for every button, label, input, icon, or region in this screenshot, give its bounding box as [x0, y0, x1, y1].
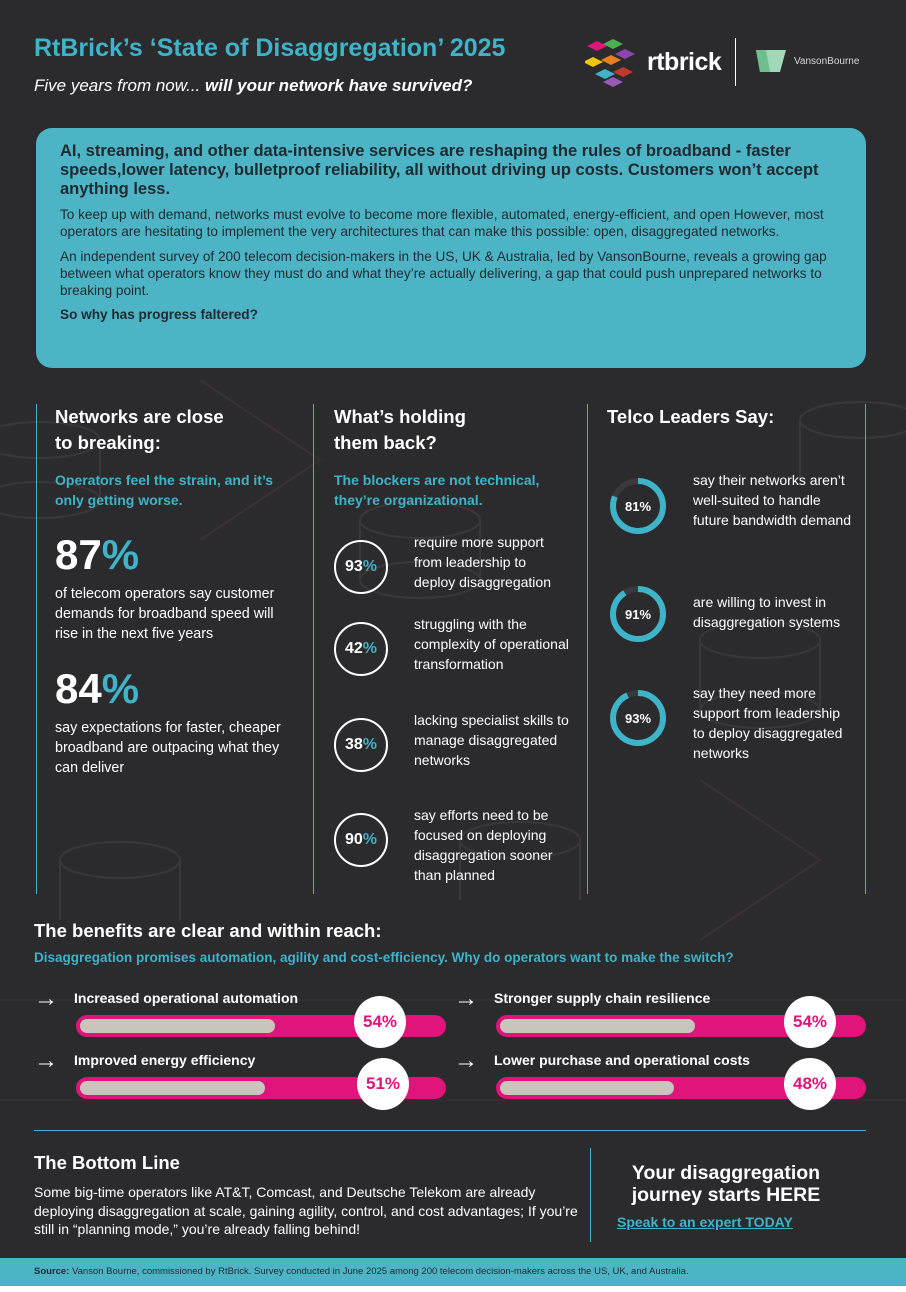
bottom-line-text: Some big-time operators like AT&T, Comca…: [34, 1184, 578, 1237]
blocker-percent: %: [362, 640, 378, 657]
col1-rule: [36, 404, 37, 894]
arrow-right-icon: →: [454, 1047, 478, 1074]
blocker-percent: %: [362, 831, 378, 848]
col1-heading-line1: Networks are close: [55, 406, 224, 427]
rtbrick-logo-text: rtbrick: [647, 47, 722, 76]
blocker-percent: %: [362, 736, 378, 753]
benefit-bar-fill: [500, 1019, 695, 1033]
blocker-text: say efforts need to be focused on deploy…: [414, 807, 553, 883]
blocker-text: struggling with the complexity of operat…: [414, 616, 569, 672]
benefit-bar-fill: [80, 1019, 275, 1033]
blocker-circle: 90%: [334, 813, 388, 867]
benefit-badge: 54%: [784, 996, 836, 1048]
benefits-subheading: Disaggregation promises automation, agil…: [34, 950, 734, 965]
rtbrick-logo-mark: [585, 39, 635, 87]
benefit-bar: [496, 1015, 866, 1037]
leader-text: say they need more support from leadersh…: [693, 685, 843, 761]
stat-87-percent: %: [101, 531, 140, 578]
col3-leaders: Telco Leaders Say:: [607, 404, 857, 430]
page-title: RtBrick’s ‘State of Disaggregation’ 2025: [34, 34, 506, 62]
col3-rule: [587, 404, 588, 894]
arrow-right-icon: →: [34, 1047, 58, 1074]
leader-donut: [610, 690, 666, 746]
rtbrick-logo: rtbrick: [585, 37, 725, 87]
blocker-number: 93: [344, 558, 363, 575]
leader-text: are willing to invest in disaggregation …: [693, 594, 841, 630]
bottom-line-heading: The Bottom Line: [34, 1152, 180, 1173]
benefit-bar: [76, 1015, 446, 1037]
bottom-divider: [34, 1130, 866, 1131]
arrow-right-icon: →: [454, 985, 478, 1012]
benefit-label: Improved energy efficiency: [74, 1052, 256, 1068]
leader-donut-label: 81%: [624, 498, 652, 514]
benefit-bar-fill: [500, 1081, 674, 1095]
cta-divider: [590, 1148, 591, 1242]
col2-subheading: The blockers are not technical, they’re …: [334, 472, 540, 508]
intro-lead: AI, streaming, and other data-intensive …: [60, 142, 819, 198]
stat-87-text: of telecom operators say customer demand…: [55, 586, 275, 642]
leader-text: say their networks aren’t well-suited to…: [693, 472, 851, 528]
benefit-bar-fill: [80, 1081, 265, 1095]
benefits-heading: The benefits are clear and within reach:: [34, 920, 382, 941]
stat-87: 87%: [55, 532, 300, 578]
benefit-bar: [76, 1077, 446, 1099]
benefit-badge: 51%: [357, 1058, 409, 1110]
blocker-percent: %: [362, 558, 378, 575]
col3-heading: Telco Leaders Say:: [607, 406, 775, 427]
blocker-number: 42: [344, 640, 363, 657]
blocker-number: 90: [344, 831, 363, 848]
cta-heading: Your disaggregation journey starts HERE: [631, 1162, 821, 1206]
blocker-text: require more support from leadership to …: [414, 534, 551, 590]
blocker-text: lacking specialist skills to manage disa…: [414, 712, 569, 768]
vansonbourne-logo: VansonBourne: [752, 46, 872, 76]
col1-networks: Networks are close to breaking: Operator…: [55, 404, 300, 778]
subtitle-bold: will your network have survived?: [200, 76, 473, 95]
source-footer: Source: Vanson Bourne, commissioned by R…: [0, 1258, 906, 1286]
intro-paragraph-2: An independent survey of 200 telecom dec…: [60, 249, 827, 298]
page-subtitle: Five years from now... will your network…: [34, 76, 472, 96]
benefit-label: Lower purchase and operational costs: [494, 1052, 750, 1068]
col2-rule: [313, 404, 314, 894]
stat-84-number: 84: [55, 665, 102, 712]
col1-subheading: Operators feel the strain, and it’s only…: [55, 472, 274, 508]
intro-question: So why has progress faltered?: [60, 307, 258, 322]
speak-to-expert-link[interactable]: Speak to an expert TODAY: [617, 1214, 793, 1230]
benefit-bar: [496, 1077, 866, 1099]
stat-84-text: say expectations for faster, cheaper bro…: [55, 720, 281, 776]
subtitle-lead: Five years from now...: [34, 76, 201, 95]
benefit-label: Increased operational automation: [74, 990, 299, 1006]
blocker-circle: 42%: [334, 622, 388, 676]
source-label: Source:: [34, 1266, 70, 1277]
col3-right-rule: [865, 404, 866, 894]
logo-divider: [735, 38, 736, 86]
intro-box: AI, streaming, and other data-intensive …: [36, 128, 866, 368]
blocker-circle: 38%: [334, 718, 388, 772]
vansonbourne-logo-mark: [756, 50, 786, 72]
footer-strip: [0, 1286, 906, 1292]
benefit-badge: 48%: [784, 1058, 836, 1110]
col2-blockers: What’s holding them back? The blockers a…: [334, 404, 574, 510]
vansonbourne-logo-text: VansonBourne: [794, 55, 860, 67]
leader-donut-label: 93%: [624, 710, 652, 726]
source-text: Vanson Bourne, commissioned by RtBrick. …: [69, 1266, 689, 1277]
leader-donut-label: 91%: [624, 606, 652, 622]
blocker-number: 38: [344, 736, 363, 753]
col1-heading-line2: to breaking:: [55, 432, 161, 453]
benefit-badge: 54%: [354, 996, 406, 1048]
stat-84: 84%: [55, 666, 300, 712]
arrow-right-icon: →: [34, 985, 58, 1012]
intro-paragraph-1: To keep up with demand, networks must ev…: [60, 207, 824, 239]
col2-heading-line1: What’s holding: [334, 406, 466, 427]
col2-heading-line2: them back?: [334, 432, 437, 453]
benefit-label: Stronger supply chain resilience: [494, 990, 711, 1006]
blocker-circle: 93%: [334, 540, 388, 594]
stat-84-percent: %: [101, 665, 140, 712]
stat-87-number: 87: [55, 531, 102, 578]
leader-donut: [610, 478, 666, 534]
leader-donut: [610, 586, 666, 642]
